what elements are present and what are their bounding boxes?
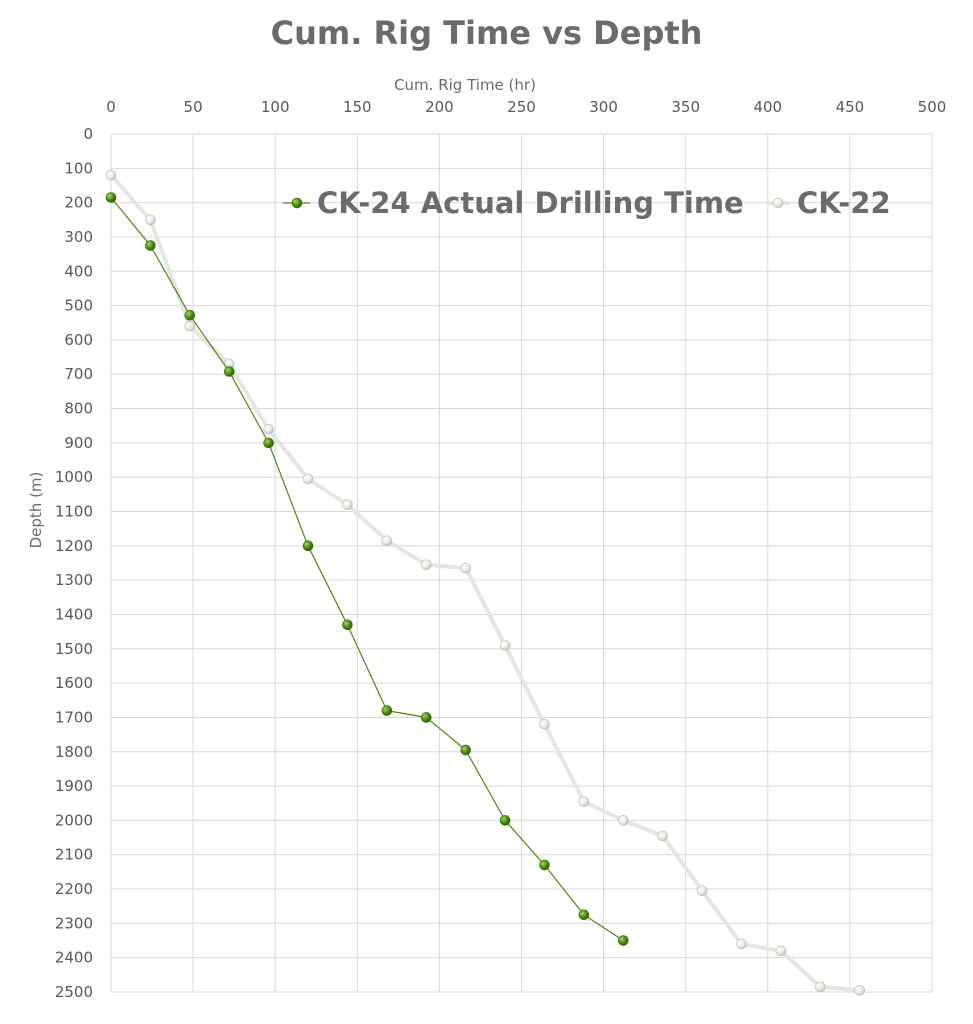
y-tick-label: 1500 (55, 640, 93, 658)
legend-marker (291, 197, 303, 209)
series-line (110, 197, 624, 942)
y-tick-label: 1100 (55, 503, 93, 521)
data-point (736, 938, 747, 950)
x-tick-label: 500 (918, 98, 947, 116)
x-tick-label: 300 (589, 98, 618, 116)
x-tick-label: 100 (261, 98, 290, 116)
series-line (109, 173, 860, 993)
y-tick-label: 1600 (55, 674, 93, 692)
data-point (420, 712, 432, 723)
data-point (499, 815, 511, 826)
data-point (460, 744, 471, 756)
y-tick-label: 1200 (55, 537, 93, 555)
data-point (539, 859, 550, 871)
y-tick-label: 700 (64, 365, 93, 383)
data-point (499, 640, 511, 651)
data-point (815, 981, 826, 993)
data-point (381, 535, 393, 546)
y-tick-label: 2300 (55, 914, 93, 932)
x-tick-label: 0 (106, 98, 116, 116)
x-tick-label: 450 (836, 98, 865, 116)
x-tick-label: 250 (507, 98, 536, 116)
data-point (381, 705, 393, 716)
y-tick-label: 2400 (55, 949, 93, 967)
y-tick-label: 200 (64, 194, 93, 212)
x-tick-label: 150 (343, 98, 372, 116)
y-tick-label: 500 (64, 297, 93, 315)
data-point (223, 366, 235, 377)
data-point (302, 473, 314, 485)
x-tick-label: 350 (671, 98, 700, 116)
y-tick-label: 1900 (55, 777, 93, 795)
x-tick-label: 50 (184, 98, 203, 116)
y-tick-label: 1400 (55, 605, 93, 623)
y-tick-label: 1800 (55, 743, 93, 761)
y-tick-label: 400 (64, 262, 93, 280)
data-point (263, 437, 274, 449)
x-tick-label: 200 (425, 98, 454, 116)
legend-label: CK-22 (797, 186, 891, 220)
data-point (578, 909, 590, 921)
data-point (145, 214, 156, 226)
y-tick-label: 1000 (55, 468, 93, 486)
y-tick-label: 900 (64, 434, 93, 452)
data-point (302, 540, 314, 552)
data-point (342, 499, 353, 510)
data-point (184, 320, 196, 332)
data-point (775, 945, 787, 957)
y-tick-label: 600 (64, 331, 93, 349)
data-point (854, 984, 866, 996)
data-point (184, 309, 196, 321)
data-point (696, 885, 708, 897)
data-point (105, 192, 117, 203)
data-point (105, 169, 117, 181)
x-axis-label: Cum. Rig Time (hr) (394, 76, 536, 94)
data-point (657, 830, 669, 842)
data-point (618, 815, 629, 826)
data-point (618, 935, 629, 946)
data-point (539, 719, 550, 730)
data-point (420, 559, 432, 571)
data-point (460, 562, 471, 574)
y-axis-label: Depth (m) (27, 472, 45, 549)
y-tick-label: 2000 (55, 811, 93, 829)
data-point (263, 423, 274, 435)
y-tick-label: 1300 (55, 571, 93, 589)
y-tick-label: 2200 (55, 880, 93, 898)
y-tick-label: 100 (64, 159, 93, 177)
legend-marker (772, 197, 784, 209)
y-tick-label: 2500 (55, 983, 93, 1001)
y-tick-label: 2100 (55, 846, 93, 864)
data-point (578, 796, 590, 807)
data-point (342, 619, 353, 631)
y-tick-label: 800 (64, 400, 93, 418)
x-tick-label: 400 (753, 98, 782, 116)
legend-label: CK-24 Actual Drilling Time (317, 186, 744, 220)
y-tick-label: 0 (83, 125, 93, 143)
y-tick-label: 1700 (55, 708, 93, 726)
y-tick-label: 300 (64, 228, 93, 246)
chart-title: Cum. Rig Time vs Depth (270, 14, 703, 52)
data-point (145, 240, 156, 251)
